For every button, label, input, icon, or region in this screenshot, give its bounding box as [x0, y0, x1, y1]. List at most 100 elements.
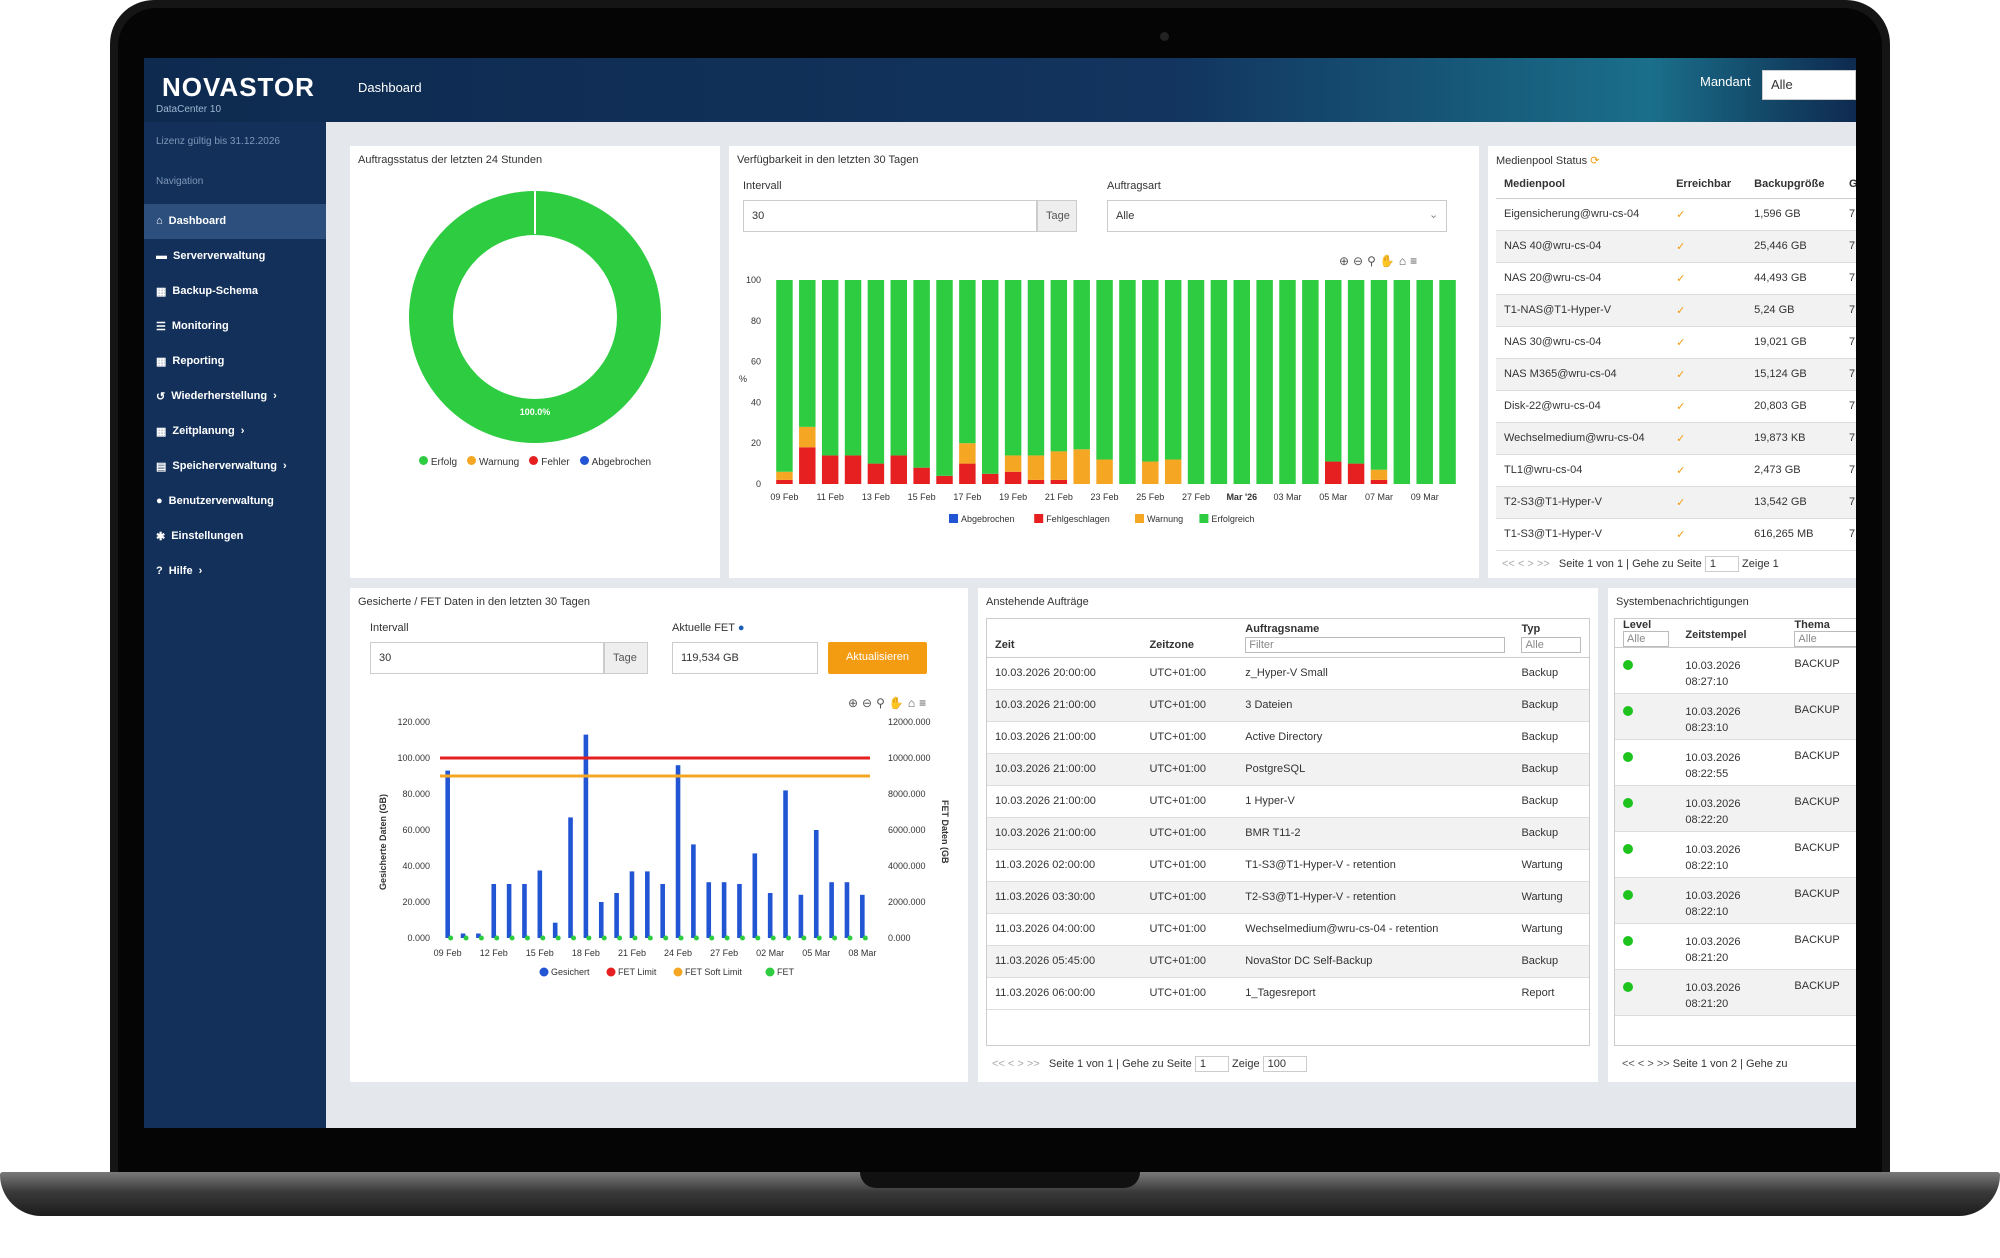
bar-erfolgreich[interactable] [1050, 280, 1068, 452]
fet-point[interactable] [586, 935, 592, 941]
bar-gesichert[interactable] [583, 734, 589, 938]
chart-toolbar[interactable]: ⊕⊖⚲✋⌂≡ [1339, 254, 1422, 268]
bar-gesichert[interactable] [645, 871, 650, 938]
bar-gesichert[interactable] [476, 933, 481, 939]
column-header[interactable]: Zeit [987, 619, 1142, 658]
bar-erfolgreich[interactable] [1233, 280, 1250, 484]
bar-erfolgreich[interactable] [1119, 280, 1136, 484]
sidebar-item-2[interactable]: ▦ Backup-Schema [144, 274, 326, 309]
donut-slice-erfolg[interactable] [409, 191, 661, 443]
fet-point[interactable] [816, 935, 822, 941]
bar-gesichert[interactable] [522, 884, 527, 938]
bar-warnung[interactable] [1142, 461, 1159, 484]
sidebar-item-4[interactable]: ▦ Reporting [144, 344, 326, 379]
fet-point[interactable] [801, 935, 807, 941]
sidebar-item-10[interactable]: ? Hilfe › [144, 554, 326, 589]
bar-gesichert[interactable] [767, 893, 773, 938]
jobtype-select[interactable]: Alle [1107, 200, 1447, 232]
bar-fehlgeschlagen[interactable] [1325, 461, 1342, 484]
column-header[interactable]: Typ Alle [1513, 619, 1589, 658]
legend-item[interactable]: Fehler [529, 456, 570, 468]
filter-input[interactable]: Filter [1245, 636, 1506, 653]
level-filter-select[interactable]: Alle [1623, 631, 1670, 647]
bar-warnung[interactable] [1004, 455, 1022, 472]
legend-item[interactable]: Warnung [467, 456, 519, 468]
bar-warnung[interactable] [1073, 449, 1090, 484]
topic-filter-select[interactable]: Alle [1794, 631, 1856, 647]
fet-point[interactable] [601, 935, 607, 941]
mandant-input[interactable]: Alle [1762, 70, 1856, 100]
sidebar-item-9[interactable]: ✱ Einstellungen [144, 519, 326, 554]
bar-gesichert[interactable] [798, 894, 804, 938]
bar-gesichert[interactable] [537, 870, 543, 939]
bar-erfolgreich[interactable] [1004, 280, 1022, 456]
bar-warnung[interactable] [1370, 469, 1388, 480]
legend-item[interactable]: Erfolg [418, 456, 457, 468]
fet-point[interactable] [509, 935, 515, 941]
bar-fehlgeschlagen[interactable] [936, 475, 953, 484]
bar-gesichert[interactable] [460, 933, 466, 939]
table-row[interactable]: T1-S3@T1-Hyper-V ✓ 616,265 MB 7 [1496, 518, 1856, 551]
fet-point[interactable] [632, 935, 638, 941]
fet-point[interactable] [786, 935, 792, 941]
table-row[interactable]: 10.03.2026 08:22:55 BACKUP [1615, 739, 1856, 786]
bar-fehlgeschlagen[interactable] [821, 455, 839, 484]
fet-point[interactable] [663, 935, 669, 941]
bar-fehlgeschlagen[interactable] [1004, 471, 1022, 484]
bar-fehlgeschlagen[interactable] [1027, 479, 1045, 484]
bar-gesichert[interactable] [568, 817, 573, 938]
table-row[interactable]: TL1@wru-cs-04 ✓ 2,473 GB 7 [1496, 454, 1856, 487]
table-row[interactable]: 10.03.2026 08:21:20 BACKUP [1615, 923, 1856, 970]
column-header[interactable]: Level Alle [1615, 619, 1678, 648]
bar-erfolgreich[interactable] [1439, 280, 1456, 484]
bar-fehlgeschlagen[interactable] [982, 473, 999, 484]
bar-erfolgreich[interactable] [1256, 280, 1273, 484]
table-row[interactable]: 10.03.2026 21:00:00 UTC+01:00 PostgreSQL Ba… [987, 753, 1589, 786]
sidebar-item-3[interactable]: ☰ Monitoring [144, 309, 326, 344]
bar-erfolgreich[interactable] [799, 280, 816, 427]
fet-point[interactable] [847, 935, 853, 941]
table-row[interactable]: 11.03.2026 04:00:00 UTC+01:00 Wechselmediu… [987, 913, 1589, 946]
column-header[interactable]: Zeitzone [1141, 619, 1238, 658]
sidebar-item-6[interactable]: ▦ Zeitplanung › [144, 414, 326, 449]
bar-gesichert[interactable] [752, 853, 758, 938]
sidebar-item-1[interactable]: ▬ Serververwaltung [144, 239, 326, 274]
fet-point[interactable] [478, 935, 484, 941]
table-row[interactable]: Wechselmedium@wru-cs-04 ✓ 19,873 KB 7 [1496, 422, 1856, 455]
bar-erfolgreich[interactable] [1210, 280, 1228, 484]
fet-point[interactable] [555, 935, 561, 941]
pager-page-input[interactable]: 1 [1194, 1056, 1229, 1072]
bar-gesichert[interactable] [860, 894, 865, 938]
bar-gesichert[interactable] [491, 884, 497, 938]
refresh-icon[interactable]: ⟳ [1590, 155, 1600, 167]
fet-point[interactable] [724, 935, 730, 941]
table-row[interactable]: 11.03.2026 05:45:00 UTC+01:00 NovaStor DC … [987, 945, 1589, 978]
table-row[interactable]: 10.03.2026 21:00:00 UTC+01:00 1 Hyper-V Bac… [987, 785, 1589, 818]
interval-input[interactable]: 30 [743, 200, 1037, 232]
fet-point[interactable] [463, 935, 469, 941]
bar-gesichert[interactable] [844, 882, 850, 938]
bar-erfolgreich[interactable] [1187, 280, 1205, 484]
bar-erfolgreich[interactable] [936, 280, 953, 476]
fet-point[interactable] [540, 935, 546, 941]
table-row[interactable]: 10.03.2026 20:00:00 UTC+01:00 z_Hyper-V Sm… [987, 657, 1589, 690]
table-row[interactable]: 10.03.2026 21:00:00 UTC+01:00 BMR T11-2 Bac… [987, 817, 1589, 850]
column-header[interactable]: Auftragsname Filter [1237, 619, 1514, 658]
bar-erfolgreich[interactable] [1073, 280, 1090, 450]
sidebar-item-5[interactable]: ↺ Wiederherstellung › [144, 379, 326, 414]
bar-gesichert[interactable] [598, 902, 604, 938]
table-row[interactable]: Disk-22@wru-cs-04 ✓ 20,803 GB 7 [1496, 390, 1856, 423]
table-row[interactable]: NAS 20@wru-cs-04 ✓ 44,493 GB 7 [1496, 262, 1856, 295]
bar-gesichert[interactable] [813, 830, 819, 938]
fet-point[interactable] [617, 935, 623, 941]
bar-erfolgreich[interactable] [821, 280, 839, 456]
table-row[interactable]: Eigensicherung@wru-cs-04 ✓ 1,596 GB 7 [1496, 198, 1856, 231]
bar-warnung[interactable] [1096, 459, 1113, 484]
table-row[interactable]: 10.03.2026 08:27:10 BACKUP [1615, 647, 1856, 694]
bar-fehlgeschlagen[interactable] [867, 463, 885, 484]
type-filter-select[interactable]: Alle [1521, 636, 1581, 653]
bar-fehlgeschlagen[interactable] [1347, 463, 1365, 484]
sidebar-item-7[interactable]: ▤ Speicherverwaltung › [144, 449, 326, 484]
bar-erfolgreich[interactable] [1370, 280, 1388, 470]
bar-fehlgeschlagen[interactable] [776, 479, 793, 484]
